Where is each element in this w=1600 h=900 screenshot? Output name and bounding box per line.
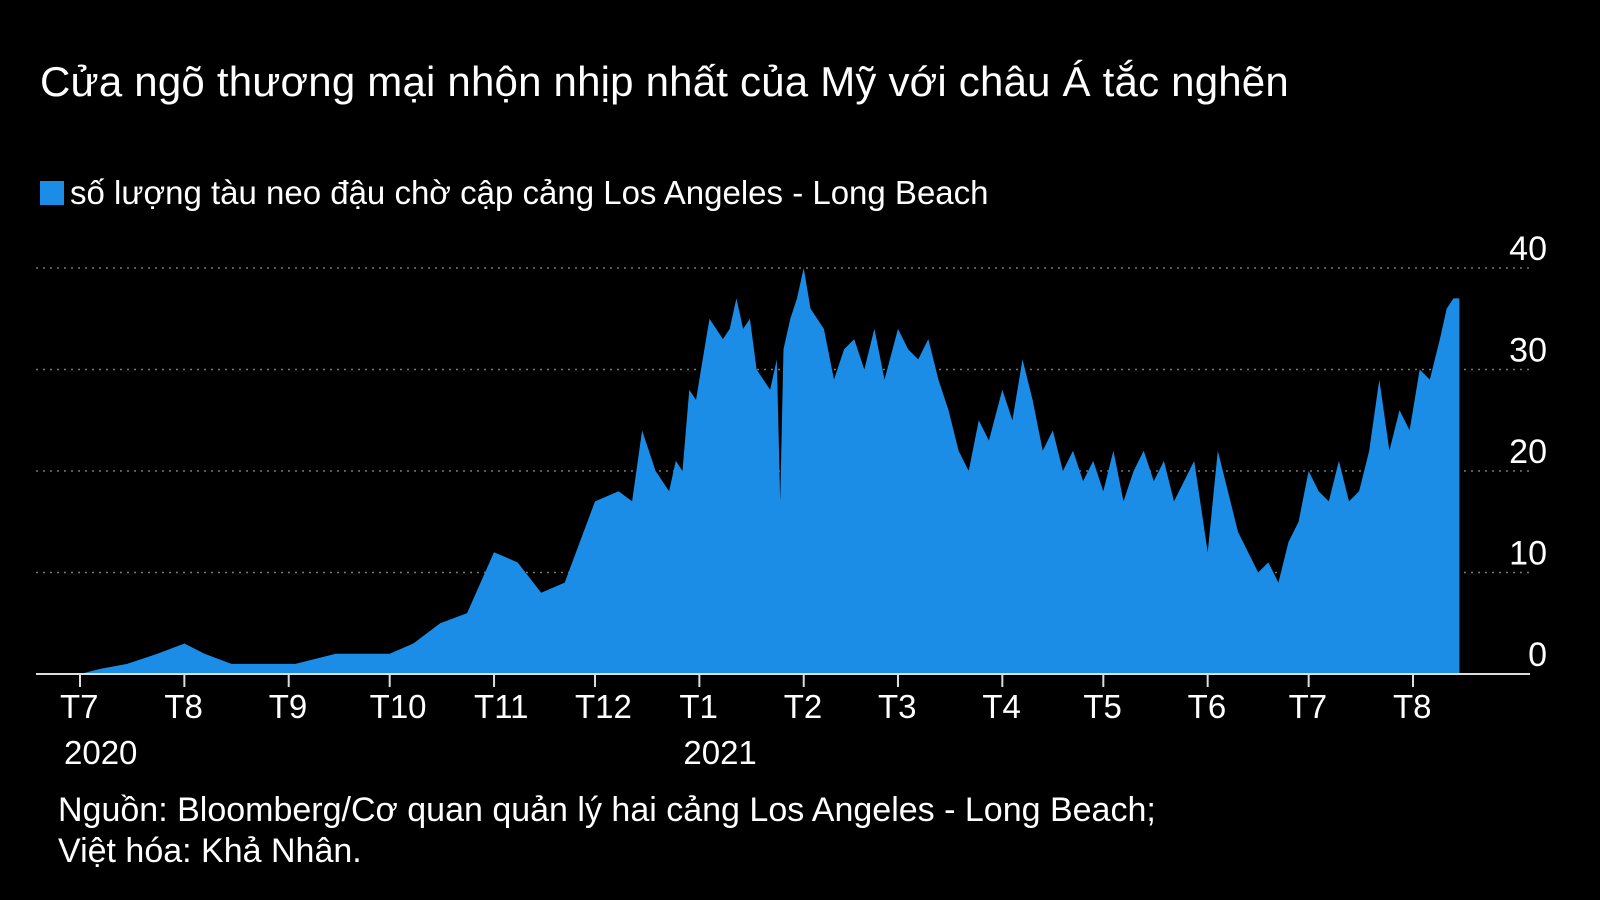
source-line-2: Việt hóa: Khả Nhân. bbox=[58, 832, 362, 870]
x-tick-label-13: T8 bbox=[1393, 688, 1432, 725]
x-tick-label-0: T7 bbox=[60, 688, 99, 725]
legend-label: số lượng tàu neo đậu chờ cập cảng Los An… bbox=[70, 174, 989, 211]
x-tick-label-11: T6 bbox=[1188, 688, 1227, 725]
legend: số lượng tàu neo đậu chờ cập cảng Los An… bbox=[40, 174, 989, 212]
source-note: Nguồn: Bloomberg/Cơ quan quản lý hai cản… bbox=[58, 790, 1156, 872]
x-year-label-2021: 2021 bbox=[683, 734, 756, 771]
chart-title: Cửa ngõ thương mại nhộn nhịp nhất của Mỹ… bbox=[40, 58, 1289, 105]
x-tick-label-6: T1 bbox=[679, 688, 718, 725]
y-tick-label-0: 0 bbox=[1528, 636, 1547, 674]
y-tick-label-30: 30 bbox=[1509, 332, 1547, 370]
x-tick-label-3: T10 bbox=[370, 688, 427, 725]
x-tick-label-1: T8 bbox=[164, 688, 203, 725]
x-tick-label-9: T4 bbox=[982, 688, 1021, 725]
x-tick-label-5: T12 bbox=[575, 688, 632, 725]
y-tick-label-10: 10 bbox=[1509, 535, 1547, 573]
x-tick-label-10: T5 bbox=[1083, 688, 1122, 725]
y-tick-label-20: 20 bbox=[1509, 433, 1547, 471]
y-tick-label-40: 40 bbox=[1509, 230, 1547, 268]
x-tick-label-8: T3 bbox=[878, 688, 917, 725]
x-tick-label-2: T9 bbox=[269, 688, 308, 725]
source-line-1: Nguồn: Bloomberg/Cơ quan quản lý hai cản… bbox=[58, 791, 1156, 829]
legend-swatch bbox=[40, 181, 64, 205]
x-year-label-2020: 2020 bbox=[64, 734, 137, 771]
x-tick-label-4: T11 bbox=[474, 688, 528, 725]
x-tick-label-7: T2 bbox=[784, 688, 823, 725]
series-area bbox=[80, 268, 1460, 674]
x-tick-label-12: T7 bbox=[1289, 688, 1328, 725]
